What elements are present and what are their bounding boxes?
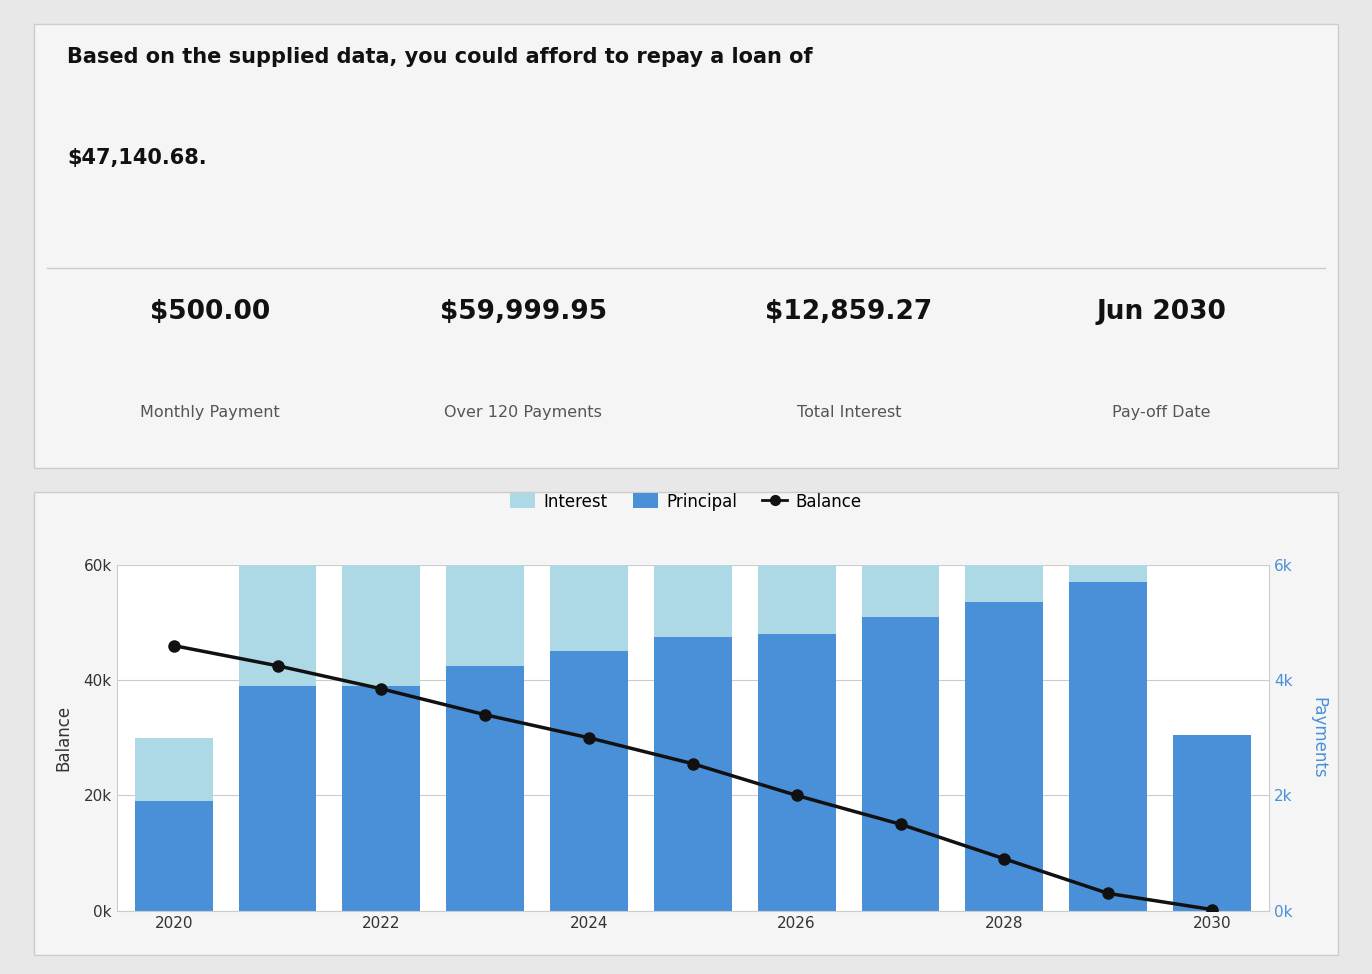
Y-axis label: Balance: Balance	[55, 705, 73, 770]
Bar	[654, 637, 731, 911]
Bar	[446, 565, 524, 666]
Bar	[757, 634, 836, 911]
Bar	[134, 738, 213, 802]
Text: Total Interest: Total Interest	[797, 405, 901, 421]
Bar	[343, 686, 420, 911]
Text: $59,999.95: $59,999.95	[439, 299, 606, 325]
Bar	[550, 565, 628, 652]
Bar	[239, 565, 317, 686]
FancyBboxPatch shape	[34, 24, 1338, 468]
Text: $12,859.27: $12,859.27	[766, 299, 933, 325]
Text: Jun 2030: Jun 2030	[1096, 299, 1227, 325]
Text: Monthly Payment: Monthly Payment	[140, 405, 280, 421]
Text: Based on the supplied data, you could afford to repay a loan of: Based on the supplied data, you could af…	[67, 47, 812, 66]
Bar	[862, 565, 940, 617]
Bar	[446, 666, 524, 911]
Bar	[757, 565, 836, 634]
FancyBboxPatch shape	[34, 492, 1338, 955]
Text: Over 120 Payments: Over 120 Payments	[445, 405, 602, 421]
Bar	[1173, 735, 1251, 911]
Bar	[1069, 565, 1147, 582]
Bar	[550, 652, 628, 911]
Bar	[1069, 582, 1147, 911]
Text: $500.00: $500.00	[150, 299, 270, 325]
Y-axis label: Payments: Payments	[1309, 697, 1327, 778]
Bar	[134, 802, 213, 911]
Bar	[862, 617, 940, 911]
Legend: Interest, Principal, Balance: Interest, Principal, Balance	[504, 486, 868, 517]
Bar	[343, 565, 420, 686]
Bar	[966, 602, 1043, 911]
Text: $47,140.68.: $47,140.68.	[67, 148, 207, 169]
Bar	[239, 686, 317, 911]
Bar	[966, 565, 1043, 602]
Text: Pay-off Date: Pay-off Date	[1113, 405, 1211, 421]
Bar	[654, 565, 731, 637]
